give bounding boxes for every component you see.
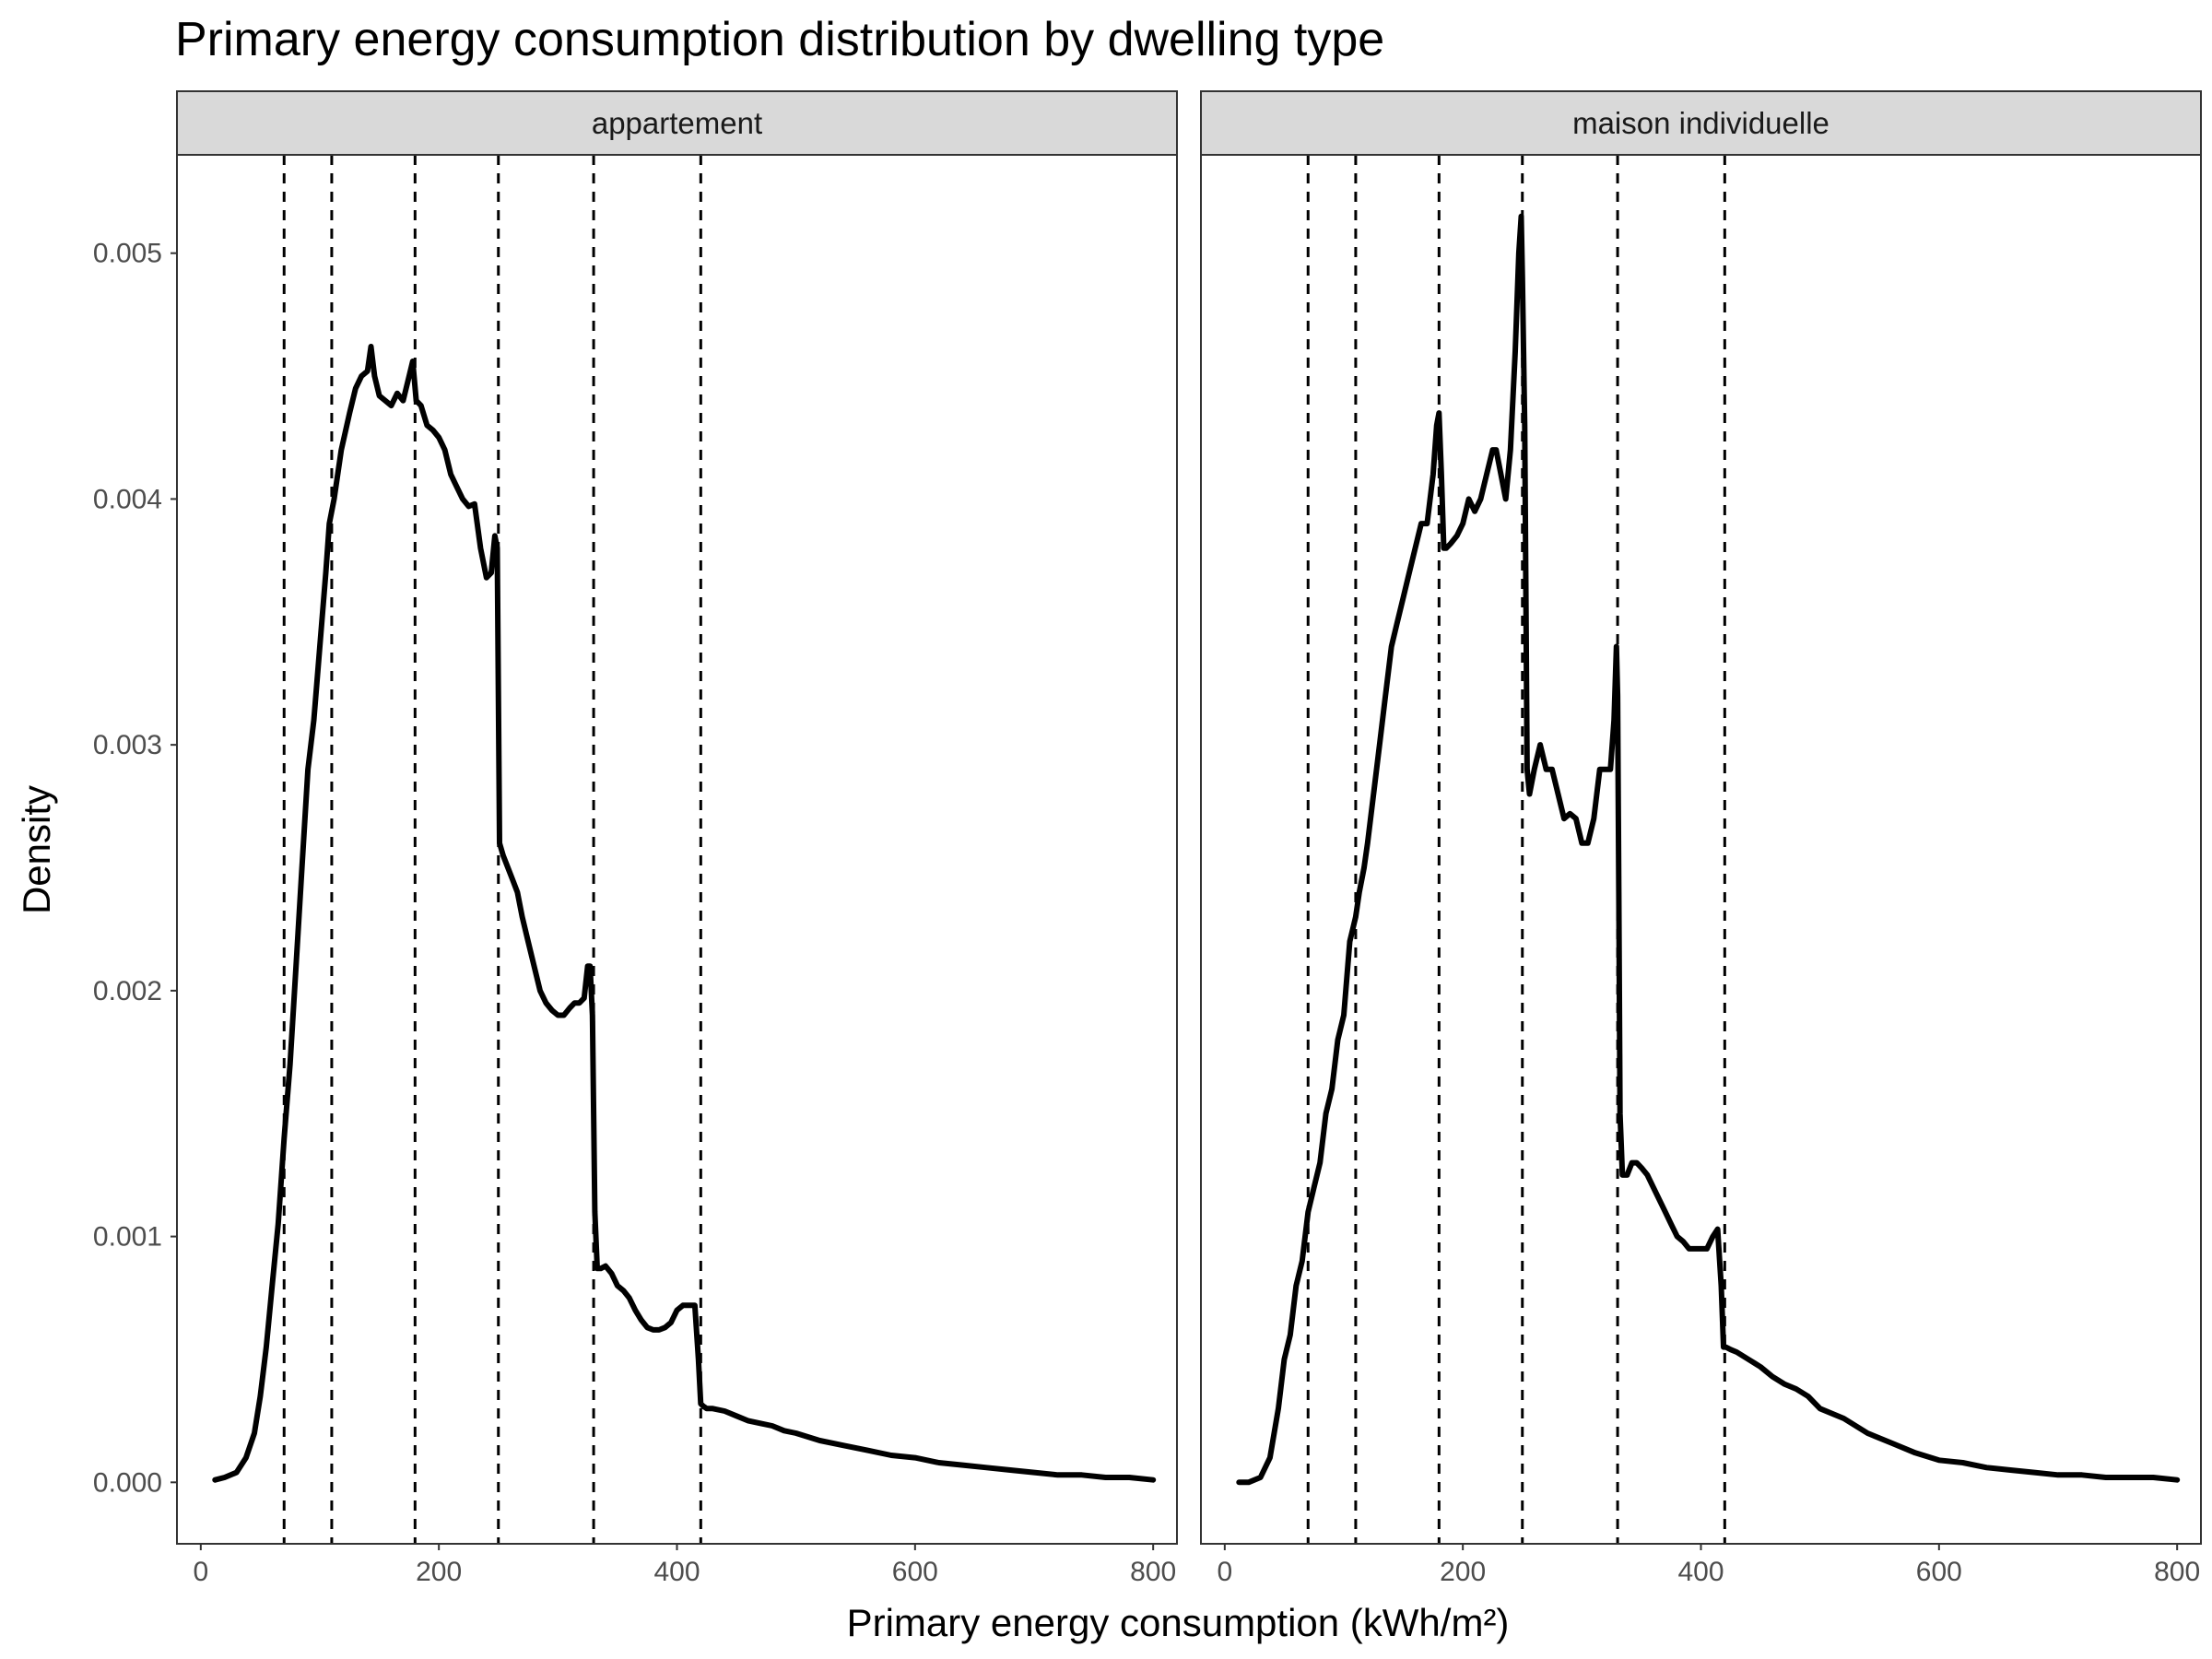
x-tick-label: 800 xyxy=(1130,1557,1176,1587)
chart-title: Primary energy consumption distribution … xyxy=(175,13,1384,66)
facet-panel-maison-individuelle: maison individuelle 0 200 400 600 800 xyxy=(1200,90,2202,1587)
facet-strip-label: appartement xyxy=(592,106,762,140)
y-tick-label: 0.001 xyxy=(93,1222,162,1253)
x-tick-label: 200 xyxy=(416,1557,462,1587)
x-tick-label: 800 xyxy=(2154,1557,2200,1587)
density-line xyxy=(212,344,1157,1483)
facet-panel-appartement: appartement 0 200 400 600 800 xyxy=(176,90,1178,1587)
y-tick-label: 0.002 xyxy=(93,976,162,1006)
panel-background xyxy=(1201,155,2201,1544)
facet-strip xyxy=(1200,90,2202,156)
x-tick-label: 600 xyxy=(1916,1557,1962,1587)
density-line xyxy=(1236,213,2181,1486)
panel-background xyxy=(177,155,1177,1544)
y-axis-title: Density xyxy=(15,785,58,914)
x-tick-label: 600 xyxy=(892,1557,938,1587)
x-tick-label: 400 xyxy=(653,1557,700,1587)
y-tick-label: 0.004 xyxy=(93,484,162,514)
x-tick-label: 0 xyxy=(1217,1557,1232,1587)
x-axis-title: Primary energy consumption (kWh/m²) xyxy=(847,1601,1510,1644)
facet-strip xyxy=(176,90,1178,156)
y-tick-label: 0.000 xyxy=(93,1467,162,1498)
y-axis: 0.000 0.001 0.002 0.003 0.004 0.005 xyxy=(93,239,177,1498)
x-tick-label: 0 xyxy=(193,1557,208,1587)
x-tick-label: 200 xyxy=(1440,1557,1486,1587)
y-tick-label: 0.005 xyxy=(93,239,162,269)
facet-strip-label: maison individuelle xyxy=(1572,106,1830,140)
y-tick-label: 0.003 xyxy=(93,730,162,760)
x-tick-label: 400 xyxy=(1677,1557,1724,1587)
